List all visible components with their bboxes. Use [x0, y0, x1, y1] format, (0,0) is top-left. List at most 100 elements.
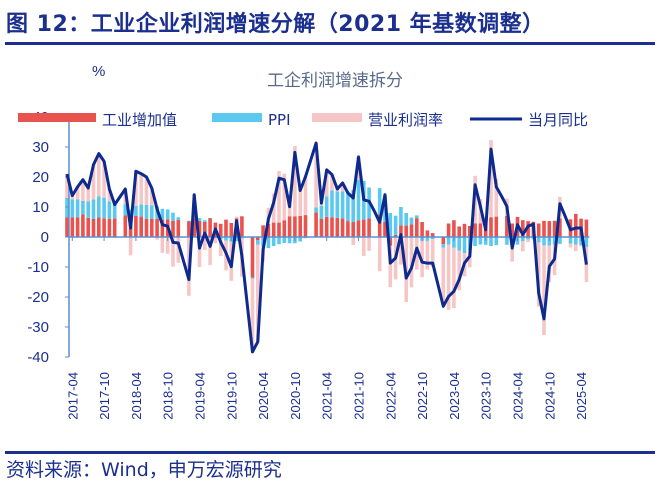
profit-growth-chart: % 工企利润增速拆分 403020100-10-20-30-402017-042…	[18, 63, 590, 420]
bar-segment	[97, 153, 101, 197]
line-group	[65, 141, 588, 354]
y-tick-label: -40	[27, 349, 49, 366]
bar-segment	[547, 237, 552, 246]
bar-segment	[420, 222, 424, 237]
bar-segment	[542, 220, 546, 237]
bar-segment	[489, 140, 493, 218]
bar-segment	[107, 218, 112, 237]
bar-segment	[176, 219, 181, 237]
bar-segment	[277, 222, 281, 237]
bar-segment	[324, 169, 329, 197]
bar-segment	[388, 245, 393, 288]
bar-segment	[462, 223, 467, 237]
bar-segment	[473, 223, 477, 237]
bar-segment	[362, 237, 366, 256]
bar-segment	[340, 183, 345, 192]
bar-segment	[335, 217, 340, 237]
y-unit-label: %	[92, 63, 105, 80]
bar-segment	[107, 189, 112, 202]
bar-segment	[579, 245, 583, 247]
bar-segment	[208, 237, 212, 266]
bar-segment	[160, 208, 165, 220]
bar-segment	[282, 173, 287, 221]
bar-segment	[271, 222, 276, 237]
bar-segment	[187, 221, 191, 237]
bar-segment	[399, 225, 403, 237]
bar-segment	[144, 219, 149, 237]
x-tick-label: 2019-04	[193, 372, 208, 420]
bar-segment	[340, 218, 345, 237]
bar-segment	[203, 220, 207, 222]
bar-segment	[377, 188, 382, 215]
bar-segment	[218, 239, 223, 257]
x-tick-label: 2021-04	[320, 372, 335, 420]
bar-segment	[521, 241, 525, 252]
bar-segment	[552, 237, 557, 245]
bar-segment	[81, 179, 85, 201]
bar-segment	[377, 237, 382, 272]
bar-segment	[234, 237, 239, 242]
x-tick-label: 2018-10	[161, 372, 176, 420]
bar-segment	[102, 161, 106, 198]
bar-segment	[303, 175, 308, 216]
bar-segment	[568, 237, 573, 244]
bar-segment	[430, 239, 435, 267]
bar-segment	[367, 218, 371, 237]
bar-segment	[494, 216, 499, 237]
bar-segment	[383, 222, 387, 237]
legend-swatch	[18, 113, 96, 122]
bar-segment	[367, 237, 371, 251]
bar-segment	[197, 237, 202, 267]
bar-segment	[277, 171, 281, 223]
bar-segment	[446, 244, 451, 310]
bar-segment	[441, 247, 446, 307]
bar-segment	[240, 216, 244, 237]
bar-segment	[446, 223, 451, 237]
bar-segment	[97, 196, 101, 218]
bar-segment	[356, 220, 361, 237]
bar-segment	[107, 201, 112, 219]
bar-segment	[404, 213, 408, 226]
bar-segment	[65, 217, 69, 237]
bar-segment	[314, 207, 318, 213]
bar-segment	[579, 237, 583, 246]
legend-label: 当月同比	[528, 111, 588, 129]
bar-segment	[287, 216, 292, 237]
bar-segment	[171, 212, 175, 221]
y-tick-label: 30	[32, 139, 49, 156]
legend-label: PPI	[268, 111, 291, 129]
x-tick-label: 2018-04	[129, 372, 144, 420]
chart-title: 工企利润增速拆分	[267, 71, 403, 91]
bar-segment	[324, 216, 329, 237]
source-note: 资料来源：Wind，申万宏源研究	[6, 459, 282, 481]
y-tick-label: -20	[27, 289, 49, 306]
x-tick-label: 2022-10	[415, 372, 430, 420]
bar-segment	[91, 164, 96, 200]
bar-segment	[473, 237, 477, 246]
bar-segment	[256, 244, 260, 342]
bar-segment	[75, 217, 80, 237]
figure-title: 图 12：工业企业利润增速分解（2021 年基数调整）	[6, 12, 545, 37]
bar-segment	[266, 223, 271, 237]
bar-segment	[425, 230, 430, 237]
bar-segment	[521, 220, 525, 237]
bar-segment	[75, 199, 80, 218]
bar-segment	[510, 245, 514, 262]
bar-segment	[150, 205, 154, 219]
bar-segment	[505, 237, 509, 245]
bar-segment	[266, 237, 271, 249]
bar-segment	[356, 180, 361, 221]
bar-segment	[65, 198, 69, 218]
bar-segment	[430, 233, 435, 237]
bar-segment	[388, 213, 393, 237]
x-tick-label: 2017-04	[65, 372, 80, 420]
bar-segment	[128, 237, 133, 256]
x-tick-label: 2024-10	[542, 372, 557, 420]
bar-segment	[303, 215, 308, 237]
bar-segment	[536, 223, 541, 237]
line-series-yoy	[65, 141, 588, 354]
title-divider	[5, 42, 655, 45]
bar-segment	[102, 197, 106, 219]
bar-segment	[293, 216, 297, 237]
bar-segment	[425, 240, 430, 270]
